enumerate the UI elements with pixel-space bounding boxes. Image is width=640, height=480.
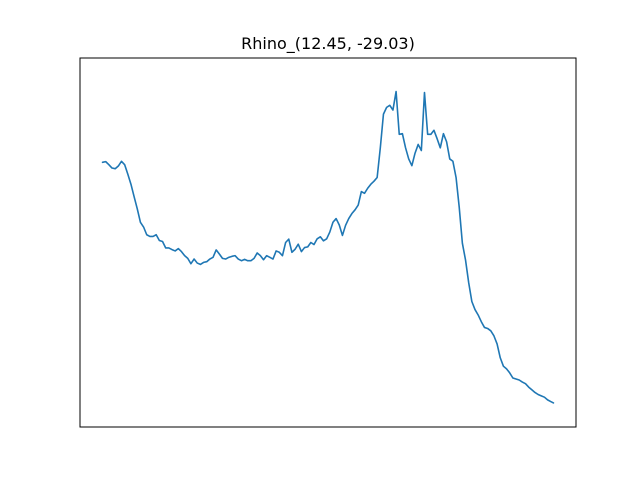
series-layer [101,90,555,404]
plot-area-frame [79,57,577,428]
chart-title: Rhino_(12.45, -29.03) [241,34,415,53]
series-line-0 [101,90,555,404]
